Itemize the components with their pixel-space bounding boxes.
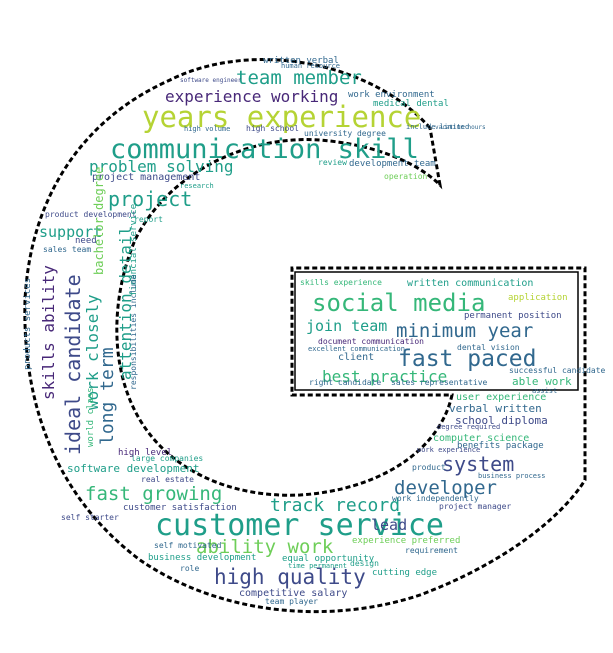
cloud-word: lead	[371, 516, 407, 534]
cloud-word: sales team	[43, 245, 91, 254]
g-bar-outline	[294, 271, 579, 391]
cloud-word: world class	[86, 387, 96, 447]
cloud-word: time permanent	[288, 562, 347, 570]
cloud-word: best practice	[322, 367, 447, 386]
cloud-word: competitive salary	[239, 588, 347, 599]
cloud-word: computer science	[433, 433, 529, 444]
cloud-word: school diploma	[455, 414, 548, 427]
cloud-word: real estate	[141, 475, 194, 484]
cloud-word: medical dental	[373, 99, 449, 109]
cloud-word: human resource	[281, 62, 340, 70]
cloud-word: self motivated	[154, 541, 222, 550]
cloud-word: high volume	[184, 125, 230, 133]
cloud-word: degree required	[437, 423, 500, 431]
cloud-word: verbal written	[449, 402, 542, 415]
cloud-word: development team	[349, 159, 436, 169]
cloud-word: right candidate	[309, 378, 381, 387]
cloud-word: large companies	[131, 454, 203, 463]
cloud-word: experience working	[165, 87, 338, 106]
cloud-word: work closely	[83, 294, 102, 410]
cloud-word: product	[412, 463, 446, 472]
cloud-word: dental vision	[457, 343, 520, 352]
cloud-word: join team	[306, 317, 387, 335]
cloud-word: need	[75, 236, 97, 246]
cloud-word: bachelor degree	[92, 167, 106, 275]
cloud-word: support	[39, 223, 102, 241]
cloud-word: able work	[512, 375, 572, 388]
cloud-word: written communication	[407, 278, 533, 289]
cloud-word: assist	[532, 387, 557, 395]
cloud-word: vacation hours	[435, 124, 486, 131]
cloud-word: business process	[478, 472, 545, 480]
cloud-word: customer satisfaction	[123, 503, 237, 513]
cloud-word: fast paced	[398, 346, 536, 372]
cloud-word: minimum year	[396, 320, 533, 342]
cloud-word: team member	[236, 67, 362, 89]
cloud-word: problem solving	[89, 157, 234, 176]
cloud-word: equal opportunity	[282, 554, 375, 564]
g-letter-outline	[23, 58, 587, 614]
cloud-word: long term	[97, 347, 118, 445]
cloud-word: experience preferred	[352, 536, 460, 546]
cloud-word: project manager	[439, 502, 511, 511]
cloud-word: business development	[148, 553, 256, 563]
cloud-word: work independently	[392, 494, 479, 503]
cloud-word: attention detail	[116, 226, 135, 380]
cloud-word: review	[318, 158, 347, 167]
cloud-word: written verbal	[263, 56, 339, 66]
cloud-word: fast growing	[85, 483, 222, 505]
cloud-word: high school	[246, 124, 299, 133]
cloud-word: work environment	[348, 90, 435, 100]
cloud-word: report	[134, 215, 163, 224]
cloud-word: ideal candidate	[61, 274, 85, 455]
cloud-word: permanent position	[464, 311, 562, 321]
cloud-word: self starter	[61, 513, 119, 522]
cloud-word: successful candidate	[509, 366, 606, 375]
cloud-word: excellent communication	[308, 345, 405, 353]
cloud-word: high quality	[214, 565, 366, 589]
cloud-word: sales representative	[391, 378, 488, 387]
cloud-word: research	[180, 182, 214, 190]
cloud-word: role	[180, 564, 199, 573]
cloud-word: client	[338, 352, 374, 363]
cloud-word: cutting edge	[372, 568, 437, 578]
cloud-word: developer	[394, 477, 497, 499]
cloud-word: ability work	[196, 536, 334, 558]
cloud-word: application	[508, 293, 568, 303]
cloud-word: software engineer	[180, 77, 242, 84]
cloud-word: requirement	[405, 546, 458, 555]
cloud-word: years experience	[142, 100, 421, 134]
cloud-word: team player	[265, 597, 318, 606]
cloud-word: university degree	[304, 129, 386, 138]
cloud-word: project	[108, 187, 192, 211]
cloud-word: system	[442, 452, 514, 476]
cloud-word: product development	[45, 210, 137, 219]
cloud-word: work experience	[417, 446, 480, 454]
cloud-word: project management	[92, 172, 200, 183]
cloud-word: financial service	[129, 204, 139, 296]
cloud-word: operation	[384, 172, 428, 181]
cloud-word: include limited	[406, 123, 469, 131]
cloud-word: document communication	[318, 337, 424, 346]
cloud-word: social media	[312, 289, 485, 317]
cloud-word: communication skill	[110, 134, 419, 165]
cloud-word: responsibilities include	[129, 274, 138, 390]
cloud-word: skills ability	[39, 265, 58, 400]
cloud-word: products services	[23, 278, 33, 370]
cloud-word: high level	[118, 448, 172, 458]
cloud-word: design	[350, 559, 379, 568]
cloud-word: user experience	[456, 392, 546, 403]
cloud-word: customer service	[155, 508, 444, 543]
cloud-word: skills experience	[300, 278, 382, 287]
cloud-word: benefits package	[457, 441, 544, 451]
cloud-word: track record	[270, 495, 400, 516]
cloud-word: software development	[67, 462, 199, 475]
